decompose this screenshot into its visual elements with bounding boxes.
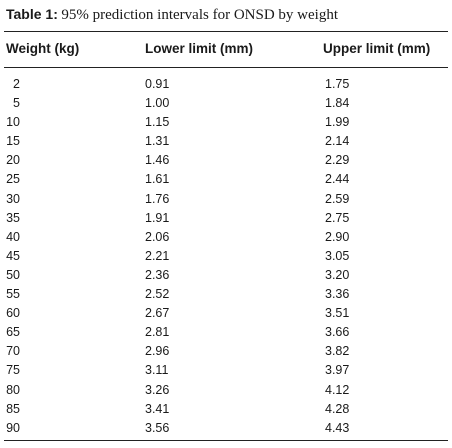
cell-upper-limit: 3.05 (325, 248, 350, 263)
cell-weight: 15 (6, 134, 20, 149)
cell-weight: 50 (6, 267, 20, 282)
cell-upper-limit: 2.59 (325, 191, 350, 206)
cell-upper-limit: 3.97 (325, 363, 350, 378)
cell-weight: 20 (6, 153, 20, 168)
table-body: 2 0.91 1.75 5 1.00 1.84 10 1.15 1.99 15 … (0, 75, 452, 438)
cell-upper-limit: 4.12 (325, 382, 350, 397)
table-top-rule (4, 31, 448, 33)
table-row: 35 1.91 2.75 (0, 209, 452, 228)
table-caption: Table 1: 95% prediction intervals for ON… (6, 5, 338, 25)
table-row: 2 0.91 1.75 (0, 75, 452, 94)
cell-weight: 45 (6, 248, 20, 263)
cell-upper-limit: 2.44 (325, 172, 350, 187)
cell-weight: 80 (6, 382, 20, 397)
cell-weight: 60 (6, 306, 20, 321)
table-row: 20 1.46 2.29 (0, 151, 452, 170)
table-row: 25 1.61 2.44 (0, 170, 452, 189)
table-caption-text: 95% prediction intervals for ONSD by wei… (61, 7, 338, 23)
table-row: 60 2.67 3.51 (0, 304, 452, 323)
cell-upper-limit: 3.66 (325, 325, 350, 340)
cell-lower-limit: 3.11 (145, 363, 169, 378)
cell-lower-limit: 2.21 (145, 248, 170, 263)
table-row: 10 1.15 1.99 (0, 113, 452, 132)
table-row: 30 1.76 2.59 (0, 190, 452, 209)
table-row: 85 3.41 4.28 (0, 400, 452, 419)
cell-lower-limit: 1.76 (145, 191, 170, 206)
cell-weight: 25 (6, 172, 20, 187)
cell-lower-limit: 2.36 (145, 267, 170, 282)
cell-upper-limit: 3.51 (325, 306, 350, 321)
table-row: 40 2.06 2.90 (0, 228, 452, 247)
table-row: 90 3.56 4.43 (0, 419, 452, 438)
cell-upper-limit: 4.28 (325, 401, 350, 416)
cell-upper-limit: 2.75 (325, 210, 350, 225)
cell-upper-limit: 2.29 (325, 153, 350, 168)
cell-weight: 90 (6, 420, 20, 435)
table-row: 55 2.52 3.36 (0, 285, 452, 304)
cell-lower-limit: 1.91 (145, 210, 170, 225)
table-row: 70 2.96 3.82 (0, 342, 452, 361)
table-bottom-rule (4, 440, 448, 442)
cell-weight: 75 (6, 363, 20, 378)
cell-lower-limit: 0.91 (145, 77, 170, 91)
cell-weight: 85 (6, 401, 20, 416)
cell-upper-limit: 2.14 (325, 134, 350, 149)
table-row: 50 2.36 3.20 (0, 266, 452, 285)
cell-lower-limit: 2.52 (145, 287, 170, 302)
table-caption-label: Table 1: (6, 6, 58, 22)
cell-lower-limit: 3.41 (145, 401, 170, 416)
cell-upper-limit: 3.20 (325, 267, 350, 282)
column-header-weight: Weight (kg) (6, 41, 80, 56)
cell-lower-limit: 1.46 (145, 153, 170, 168)
cell-weight: 5 (13, 96, 20, 111)
cell-lower-limit: 1.15 (145, 115, 170, 130)
cell-lower-limit: 1.31 (145, 134, 170, 149)
cell-lower-limit: 3.56 (145, 420, 170, 435)
cell-weight: 2 (13, 77, 20, 91)
table-row: 80 3.26 4.12 (0, 381, 452, 400)
table-row: 15 1.31 2.14 (0, 132, 452, 151)
cell-upper-limit: 2.90 (325, 229, 350, 244)
cell-weight: 55 (6, 287, 20, 302)
cell-lower-limit: 2.67 (145, 306, 170, 321)
column-header-lower-limit: Lower limit (mm) (145, 41, 254, 56)
cell-weight: 70 (6, 344, 20, 359)
cell-upper-limit: 1.75 (325, 77, 350, 91)
table-row: 45 2.21 3.05 (0, 247, 452, 266)
cell-upper-limit: 1.84 (325, 96, 350, 111)
cell-lower-limit: 3.26 (145, 382, 170, 397)
cell-lower-limit: 1.00 (145, 96, 170, 111)
cell-lower-limit: 2.96 (145, 344, 170, 359)
cell-weight: 40 (6, 229, 20, 244)
table-header-row: Weight (kg) Lower limit (mm) Upper limit… (0, 41, 452, 61)
cell-upper-limit: 4.43 (325, 420, 350, 435)
table-row: 5 1.00 1.84 (0, 94, 452, 113)
cell-weight: 65 (6, 325, 20, 340)
table-row: 65 2.81 3.66 (0, 323, 452, 342)
cell-lower-limit: 2.81 (145, 325, 170, 340)
cell-weight: 10 (6, 115, 20, 130)
column-header-upper-limit: Upper limit (mm) (323, 41, 431, 56)
cell-lower-limit: 1.61 (145, 172, 170, 187)
cell-weight: 30 (6, 191, 20, 206)
table-row: 75 3.11 3.97 (0, 361, 452, 380)
cell-upper-limit: 3.82 (325, 344, 350, 359)
table-header-rule (4, 67, 448, 68)
cell-lower-limit: 2.06 (145, 229, 170, 244)
cell-upper-limit: 3.36 (325, 287, 350, 302)
cell-weight: 35 (6, 210, 20, 225)
cell-upper-limit: 1.99 (325, 115, 350, 130)
